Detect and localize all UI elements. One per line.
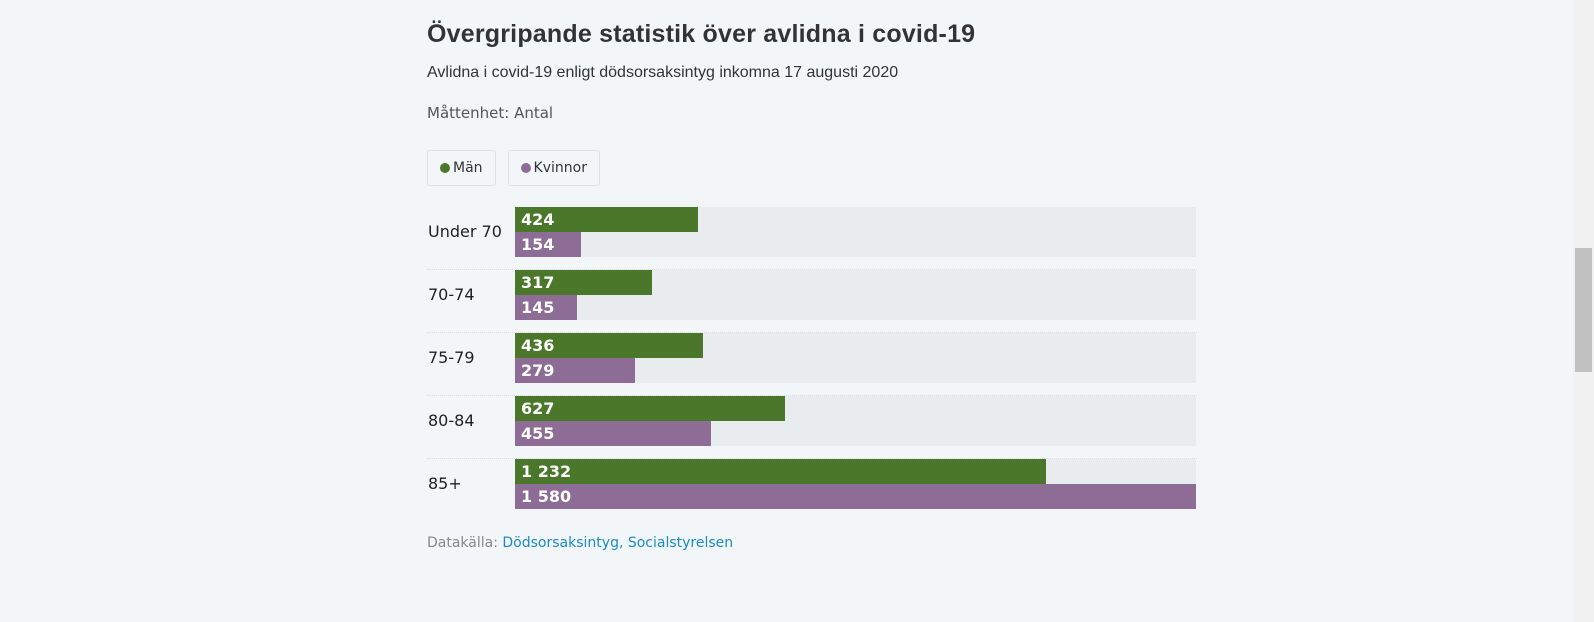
legend-label: Kvinnor bbox=[533, 160, 587, 176]
bar-value-label: 455 bbox=[521, 424, 555, 443]
row-divider bbox=[427, 458, 1197, 459]
category-label: 70-74 bbox=[428, 285, 475, 304]
source-label: Datakälla: bbox=[427, 535, 498, 551]
scrollbar-thumb[interactable] bbox=[1575, 248, 1592, 372]
unit-label: Måttenhet: Antal bbox=[427, 104, 554, 122]
chart-subtitle: Avlidna i covid-19 enligt dödsorsaksinty… bbox=[427, 64, 899, 81]
row-divider bbox=[427, 269, 1197, 270]
bar-women[interactable]: 1 580 bbox=[515, 484, 1196, 509]
chart-row: Under 70 424 154 bbox=[427, 207, 1197, 270]
bar-value-label: 436 bbox=[521, 336, 555, 355]
category-label: 80-84 bbox=[428, 411, 475, 430]
bar-value-label: 1 580 bbox=[521, 487, 572, 506]
category-label: 75-79 bbox=[428, 348, 475, 367]
legend: Män Kvinnor bbox=[427, 150, 600, 186]
bar-track: 424 154 bbox=[515, 207, 1196, 257]
bar-men[interactable]: 1 232 bbox=[515, 459, 1046, 484]
scrollbar[interactable] bbox=[1573, 0, 1594, 622]
bar-value-label: 1 232 bbox=[521, 462, 572, 481]
row-divider bbox=[427, 332, 1197, 333]
chart-row: 85+ 1 232 1 580 bbox=[427, 459, 1197, 522]
bar-women[interactable]: 279 bbox=[515, 358, 635, 383]
page-title: Övergripande statistik över avlidna i co… bbox=[427, 20, 976, 48]
bar-value-label: 154 bbox=[521, 235, 555, 254]
chart-row: 70-74 317 145 bbox=[427, 270, 1197, 333]
bar-men[interactable]: 436 bbox=[515, 333, 703, 358]
row-divider bbox=[427, 395, 1197, 396]
data-source: Datakälla: Dödsorsaksintyg, Socialstyrel… bbox=[427, 535, 733, 551]
chart-row: 80-84 627 455 bbox=[427, 396, 1197, 459]
bar-men[interactable]: 627 bbox=[515, 396, 785, 421]
bar-track: 436 279 bbox=[515, 333, 1196, 383]
bar-value-label: 424 bbox=[521, 210, 555, 229]
legend-label: Män bbox=[453, 160, 483, 176]
category-label: Under 70 bbox=[428, 222, 502, 241]
bar-rows: Under 70 424 154 70-74 317 145 75-79 436 279 80-8… bbox=[427, 207, 1197, 522]
bar-value-label: 145 bbox=[521, 298, 555, 317]
legend-item-women[interactable]: Kvinnor bbox=[507, 150, 600, 186]
bar-value-label: 627 bbox=[521, 399, 555, 418]
bar-track: 1 232 1 580 bbox=[515, 459, 1196, 509]
bar-men[interactable]: 317 bbox=[515, 270, 652, 295]
bar-women[interactable]: 455 bbox=[515, 421, 711, 446]
source-link[interactable]: Dödsorsaksintyg, Socialstyrelsen bbox=[502, 535, 734, 551]
category-label: 85+ bbox=[428, 474, 462, 493]
bar-value-label: 279 bbox=[521, 361, 555, 380]
legend-item-men[interactable]: Män bbox=[427, 150, 496, 186]
chart-row: 75-79 436 279 bbox=[427, 333, 1197, 396]
bar-women[interactable]: 154 bbox=[515, 232, 581, 257]
women-dot-icon bbox=[520, 163, 531, 173]
bar-men[interactable]: 424 bbox=[515, 207, 698, 232]
bar-track: 317 145 bbox=[515, 270, 1196, 320]
bar-value-label: 317 bbox=[521, 273, 555, 292]
bar-track: 627 455 bbox=[515, 396, 1196, 446]
bar-women[interactable]: 145 bbox=[515, 295, 577, 320]
men-dot-icon bbox=[440, 163, 450, 173]
